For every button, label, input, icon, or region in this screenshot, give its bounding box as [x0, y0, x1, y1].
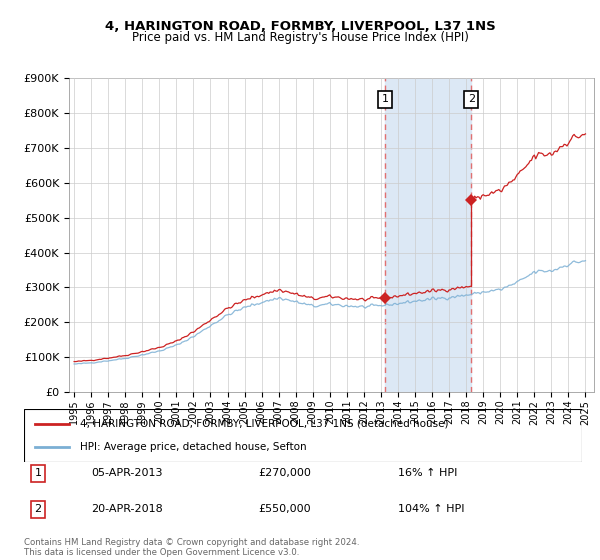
Text: £550,000: £550,000 — [259, 505, 311, 515]
Text: 2: 2 — [34, 505, 41, 515]
Text: 1: 1 — [34, 468, 41, 478]
Text: 104% ↑ HPI: 104% ↑ HPI — [398, 505, 464, 515]
Text: 20-APR-2018: 20-APR-2018 — [91, 505, 163, 515]
Text: 05-APR-2013: 05-APR-2013 — [91, 468, 163, 478]
Bar — [385, 78, 471, 392]
Text: 1: 1 — [382, 94, 389, 104]
Text: £270,000: £270,000 — [259, 468, 311, 478]
Text: 2: 2 — [468, 94, 475, 104]
Text: 16% ↑ HPI: 16% ↑ HPI — [398, 468, 457, 478]
Text: Contains HM Land Registry data © Crown copyright and database right 2024.
This d: Contains HM Land Registry data © Crown c… — [24, 538, 359, 557]
Text: 4, HARINGTON ROAD, FORMBY, LIVERPOOL, L37 1NS: 4, HARINGTON ROAD, FORMBY, LIVERPOOL, L3… — [104, 20, 496, 32]
Text: HPI: Average price, detached house, Sefton: HPI: Average price, detached house, Seft… — [80, 442, 307, 452]
Text: 4, HARINGTON ROAD, FORMBY, LIVERPOOL, L37 1NS (detached house): 4, HARINGTON ROAD, FORMBY, LIVERPOOL, L3… — [80, 419, 448, 429]
Text: Price paid vs. HM Land Registry's House Price Index (HPI): Price paid vs. HM Land Registry's House … — [131, 31, 469, 44]
